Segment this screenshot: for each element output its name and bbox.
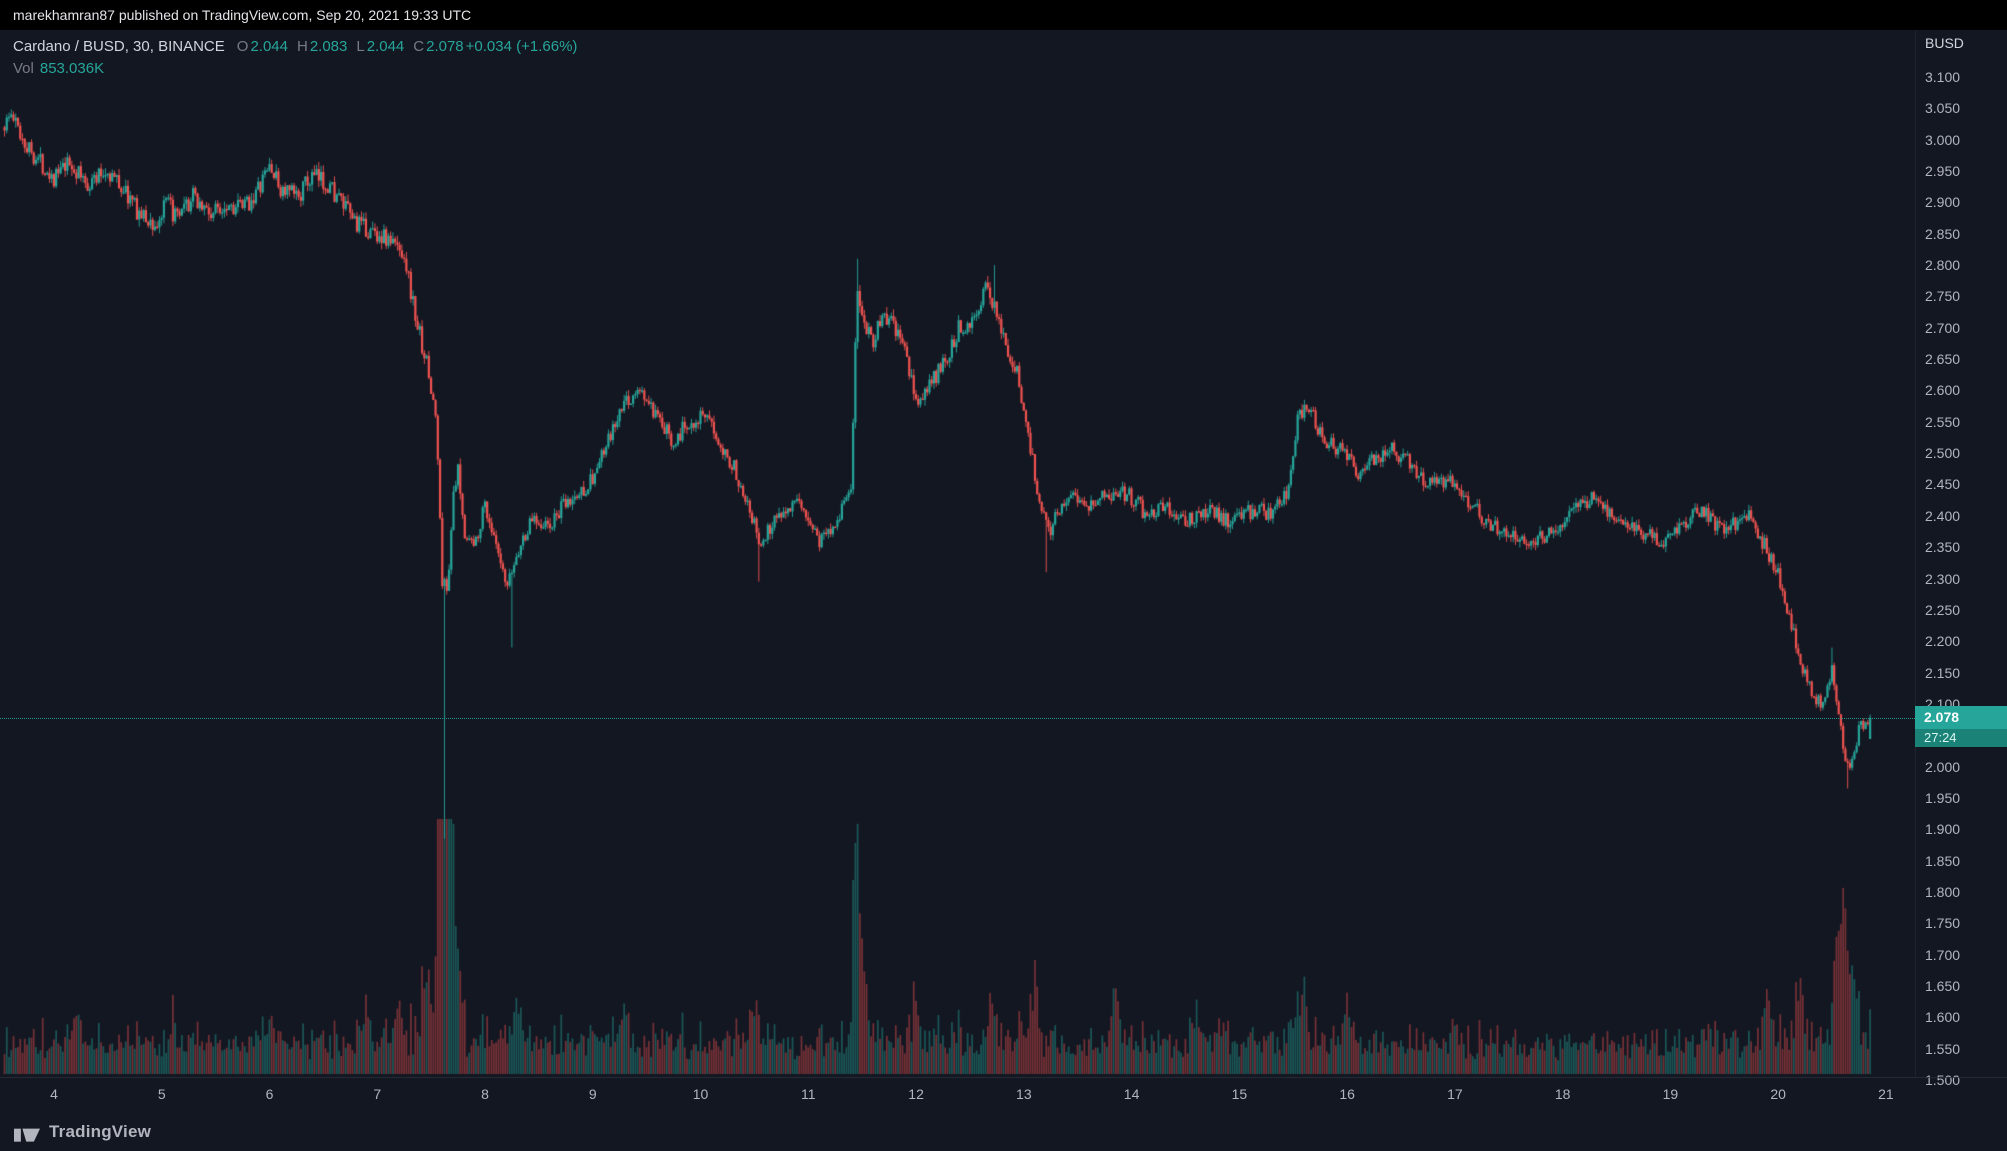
price-tick-label: 1.650 [1925, 977, 1961, 994]
price-tick-label: 2.000 [1925, 758, 1961, 775]
symbol-legend: Cardano / BUSD, 30, BINANCE O 2.044 H 2.083 L… [13, 38, 577, 55]
last-price-line [0, 717, 1915, 719]
high-value: 2.083 [309, 38, 348, 55]
price-tick-label: 1.550 [1925, 1040, 1961, 1057]
publish-caption: marekhamran87 published on TradingView.c… [13, 7, 472, 23]
time-tick-label: 20 [1770, 1086, 1786, 1102]
price-tick-label: 2.800 [1925, 257, 1961, 274]
candlestick-canvas[interactable] [0, 30, 2007, 1113]
price-tick-label: 3.100 [1925, 69, 1961, 85]
publish-bar: marekhamran87 published on TradingView.c… [0, 0, 2007, 30]
time-tick-label: 5 [157, 1086, 166, 1102]
price-tick-label: 2.850 [1925, 225, 1961, 242]
low-label: L [356, 38, 365, 55]
tradingview-brand-link[interactable]: TradingView [49, 1122, 152, 1141]
time-tick-label: 18 [1554, 1086, 1571, 1102]
volume-value: 853.036K [39, 60, 105, 77]
price-tick-label: 2.400 [1925, 507, 1961, 524]
price-tick-label: 1.700 [1925, 946, 1961, 963]
price-tick-label: 2.950 [1925, 163, 1961, 180]
price-tick-label: 2.150 [1925, 664, 1961, 681]
volume-label: Vol [13, 60, 34, 77]
price-tick-label: 2.200 [1925, 633, 1961, 650]
price-tick-label: 3.050 [1925, 100, 1961, 117]
price-tick-label: 2.650 [1925, 351, 1961, 368]
price-tick-label: 1.600 [1925, 1009, 1961, 1026]
time-tick-label: 16 [1339, 1086, 1355, 1102]
close-label: C [413, 38, 425, 55]
price-tick-label: 1.900 [1925, 821, 1961, 838]
open-value: 2.044 [250, 38, 288, 55]
price-tick-label: 2.700 [1925, 319, 1961, 336]
time-tick-label: 4 [50, 1086, 58, 1102]
axis-currency-label: BUSD [1925, 35, 1964, 51]
price-tick-label: 2.350 [1925, 539, 1961, 556]
time-tick-label: 11 [801, 1086, 816, 1102]
price-tick-label: 1.500 [1925, 1072, 1961, 1088]
price-tick-label: 1.750 [1925, 915, 1961, 932]
price-tick-label: 1.850 [1925, 852, 1961, 869]
price-tick-label: 2.750 [1925, 288, 1961, 305]
volume-legend: Vol 853.036K [13, 60, 104, 77]
symbol-title: Cardano / BUSD, 30, BINANCE [13, 38, 225, 55]
price-tick-label: 2.450 [1925, 476, 1961, 493]
time-tick-label: 12 [908, 1086, 924, 1102]
footer-bar: TradingView [0, 1113, 2007, 1151]
chart-area: Cardano / BUSD, 30, BINANCE O 2.044 H 2.083 L… [0, 30, 2007, 1113]
price-tick-label: 2.550 [1925, 413, 1961, 430]
close-value: 2.078 [426, 38, 464, 55]
price-tick-label: 2.600 [1925, 382, 1961, 399]
time-tick-label: 10 [692, 1086, 709, 1102]
tradingview-logo-icon [14, 1128, 40, 1142]
price-tick-label: 1.800 [1925, 883, 1961, 900]
price-tick-label: 1.950 [1925, 789, 1961, 806]
last-price-badge: 2.078 27:24 [1915, 705, 2007, 747]
time-axis-separator [0, 1077, 2007, 1078]
price-tick-label: 3.000 [1925, 131, 1961, 148]
change-value: +0.034 (+1.66%) [465, 38, 578, 55]
time-tick-label: 6 [265, 1086, 274, 1102]
last-price-value: 2.078 [1915, 705, 2007, 729]
price-tick-label: 2.500 [1925, 445, 1961, 462]
open-label: O [236, 38, 249, 55]
time-tick-label: 8 [481, 1086, 489, 1102]
time-tick-label: 14 [1123, 1086, 1140, 1102]
time-tick-label: 13 [1016, 1086, 1032, 1102]
price-tick-label: 2.900 [1925, 194, 1961, 211]
high-label: H [296, 38, 308, 55]
time-tick-label: 21 [1878, 1086, 1894, 1102]
time-tick-label: 19 [1662, 1086, 1679, 1102]
time-axis[interactable]: 4 5 6 7 8 9 10 11 12 13 14 15 16 17 18 19 20 21 [0, 1077, 1915, 1113]
bar-countdown: 27:24 [1915, 728, 2007, 747]
time-tick-label: 15 [1231, 1086, 1248, 1102]
time-tick-label: 7 [373, 1086, 382, 1102]
low-value: 2.044 [366, 38, 405, 55]
price-tick-label: 2.250 [1925, 601, 1961, 618]
time-tick-label: 17 [1447, 1086, 1463, 1102]
price-tick-label: 2.300 [1925, 570, 1961, 587]
price-axis[interactable]: BUSD 1.500 1.550 1.600 1.650 1.700 1.750 1.800… [1915, 30, 2007, 1088]
time-tick-label: 9 [588, 1086, 597, 1102]
